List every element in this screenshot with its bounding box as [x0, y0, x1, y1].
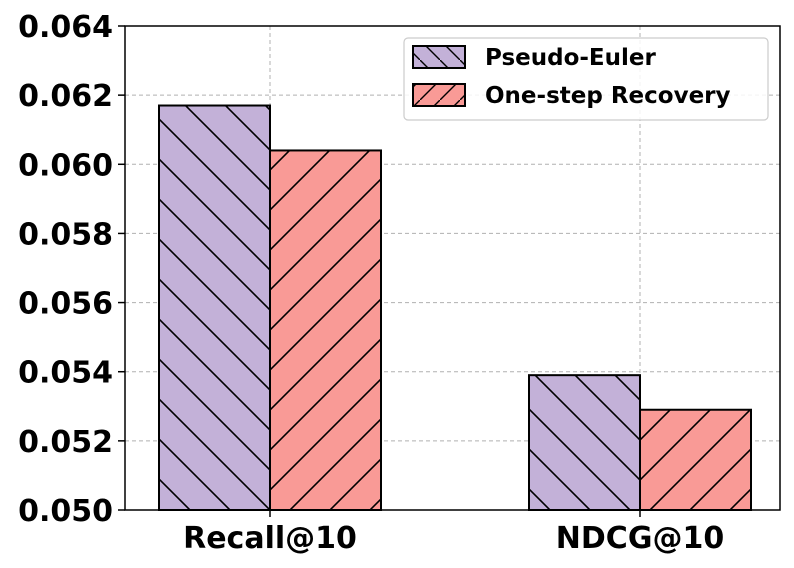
bar-hatch	[158, 104, 271, 511]
y-tick-label: 0.062	[18, 79, 113, 114]
legend-entry: Pseudo-Euler	[412, 45, 656, 71]
y-tick-label: 0.054	[18, 356, 113, 391]
legend-label: Pseudo-Euler	[485, 45, 656, 71]
legend-label: One-step Recovery	[485, 83, 731, 109]
y-tick-label: 0.056	[18, 287, 113, 322]
legend: Pseudo-Euler One-step Recovery	[403, 37, 769, 121]
bar-hatch	[528, 374, 641, 511]
y-tick-label: 0.060	[18, 148, 113, 183]
y-tick-label: 0.052	[18, 425, 113, 460]
bar-hatch	[639, 408, 752, 511]
bar	[158, 104, 271, 511]
legend-swatch-hatch	[412, 45, 466, 69]
y-tick-label: 0.050	[18, 494, 113, 529]
y-tick-label: 0.064	[18, 10, 113, 45]
bars	[158, 104, 752, 511]
bar	[639, 408, 752, 511]
y-axis: 0.050 0.052 0.054 0.056 0.058 0.060 0.062 0.064	[18, 10, 125, 529]
bar-hatch	[269, 149, 382, 511]
bar	[528, 374, 641, 511]
legend-entry: One-step Recovery	[412, 83, 731, 109]
y-tick-label: 0.058	[18, 217, 113, 252]
legend-box	[403, 37, 769, 121]
x-tick-label: Recall@10	[183, 521, 357, 556]
bar	[269, 149, 382, 511]
plot-frame	[124, 25, 781, 511]
legend-swatch-hatch	[412, 83, 466, 107]
x-tick-label: NDCG@10	[556, 521, 724, 556]
x-axis: Recall@10 NDCG@10	[183, 510, 724, 556]
